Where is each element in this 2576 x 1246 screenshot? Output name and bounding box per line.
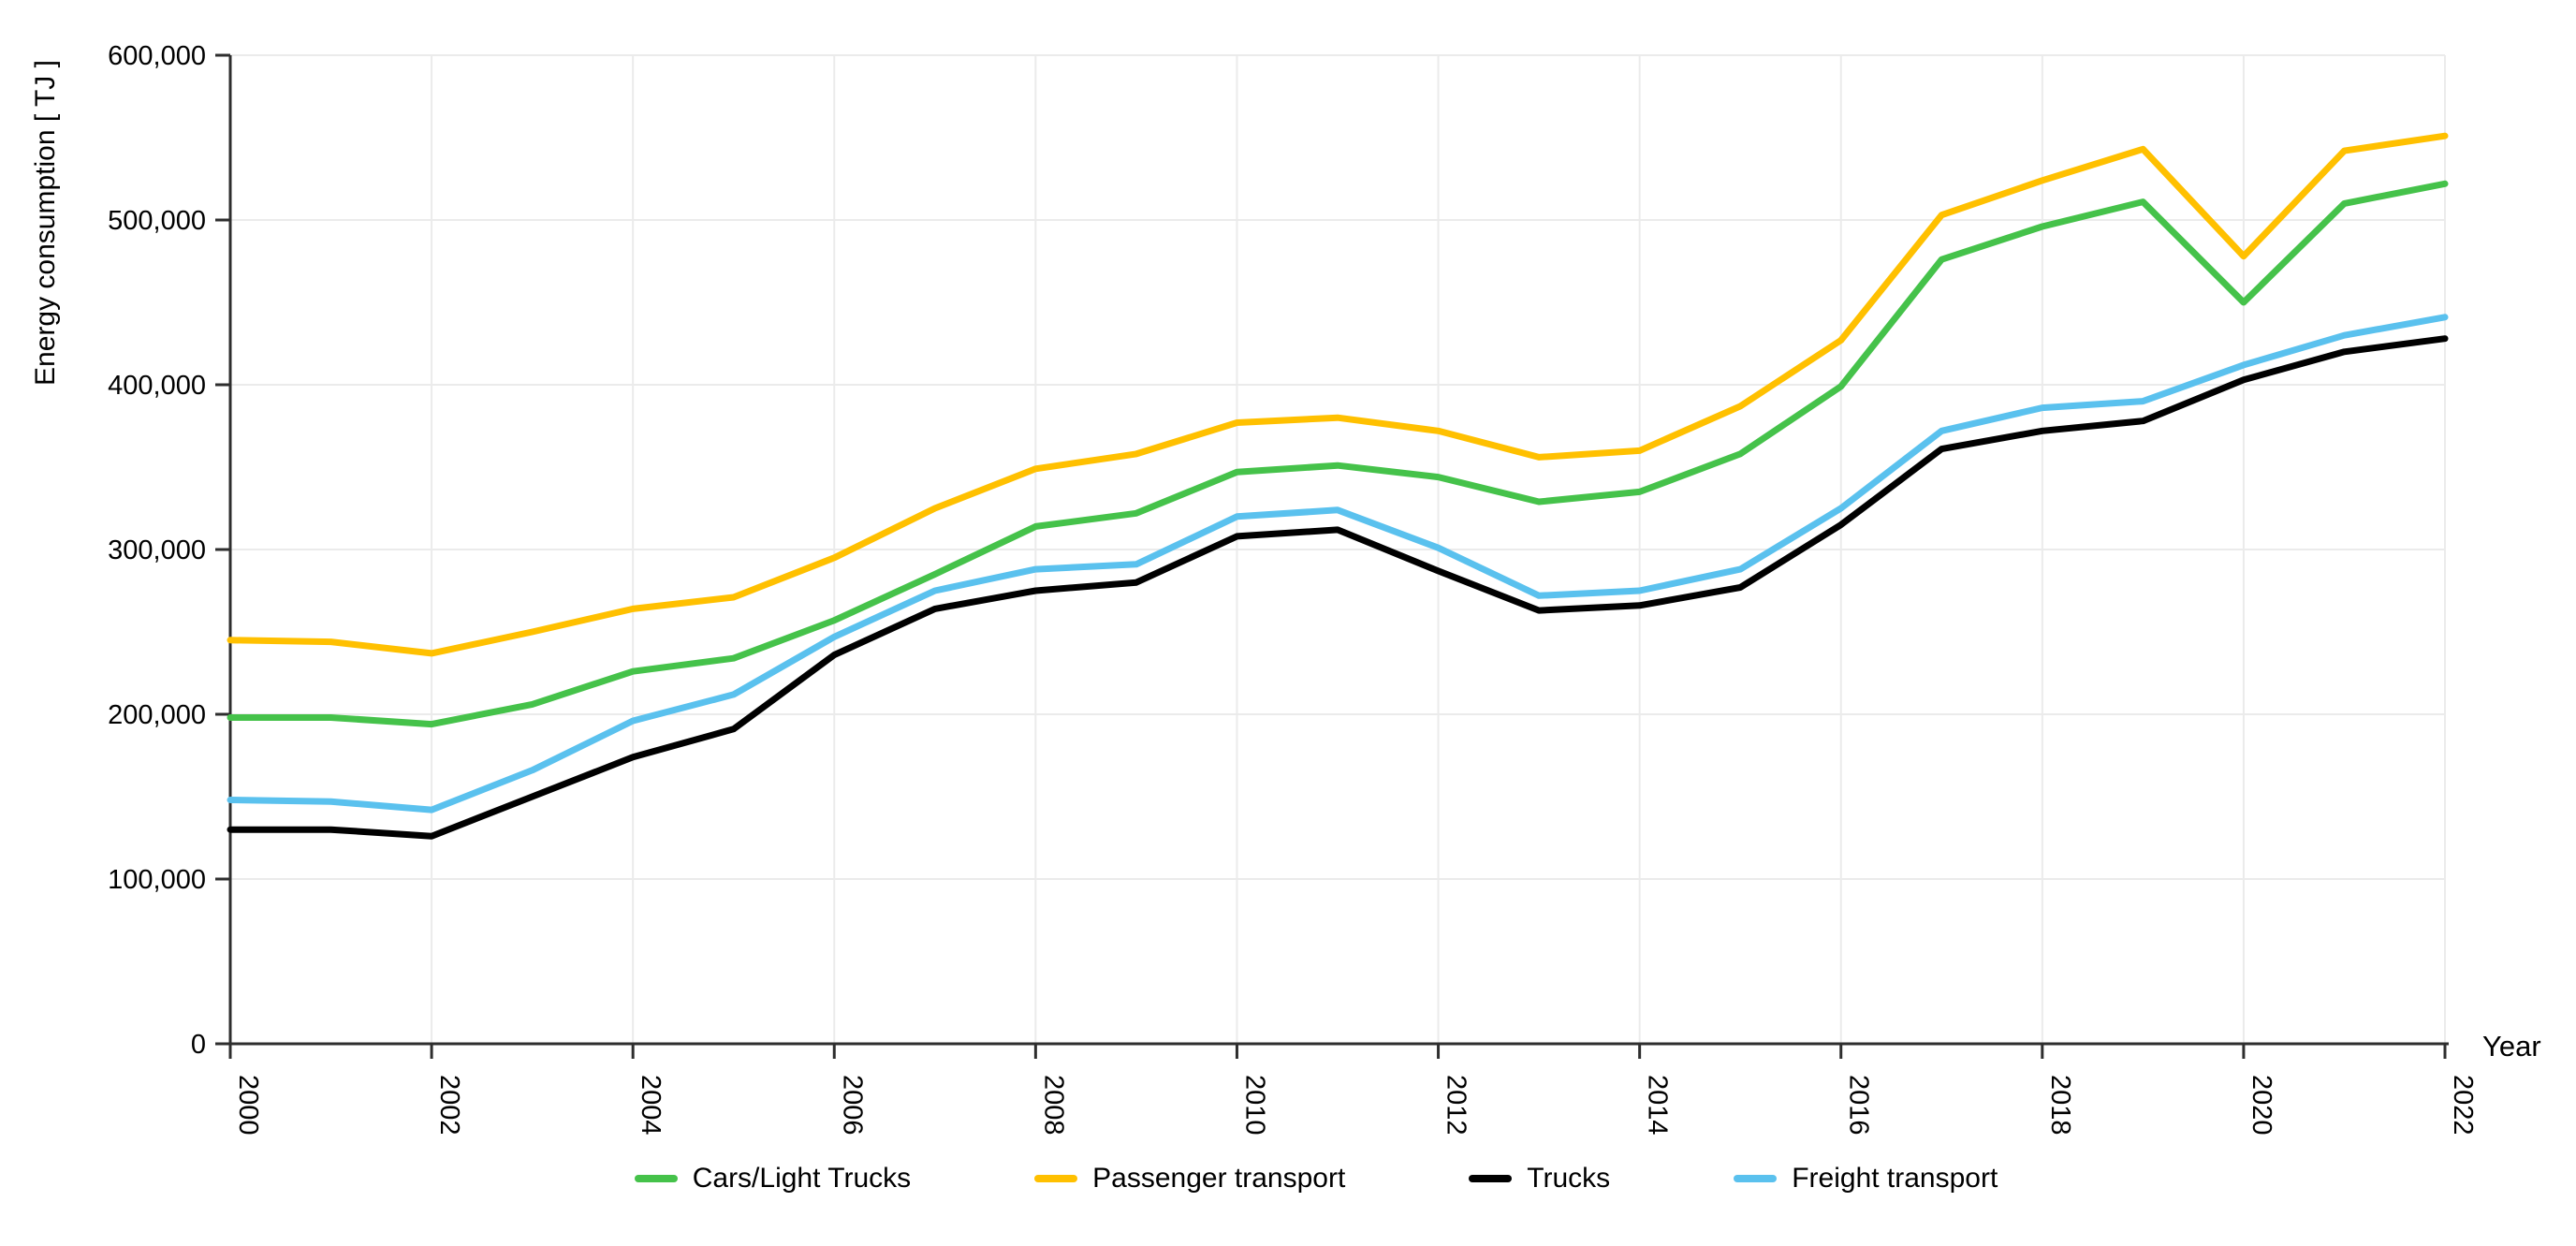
x-tick-label: 2018 [2045,1075,2075,1136]
y-tick-label: 300,000 [108,535,206,565]
legend-label: Passenger transport [1092,1163,1346,1194]
legend-label: Trucks [1527,1163,1611,1194]
x-axis-title: Year [2482,1030,2541,1063]
data-series-lines [227,132,2449,840]
legend-label: Cars/Light Trucks [692,1163,912,1194]
y-tick-label: 500,000 [108,206,206,236]
legend-item-freight-transport: Freight transport [1734,1163,1998,1195]
legend-item-passenger-transport: Passenger transport [1034,1163,1345,1195]
x-tick-labels: 2000 2002 2004 2006 2008 2010 2012 2014 2016 2018… [233,1075,2478,1136]
x-tick-label: 2022 [2448,1075,2478,1136]
series-line-cars-light-trucks [227,180,2449,728]
axis-ticks [215,53,2447,1059]
x-tick-label: 2004 [636,1075,666,1136]
series-line-passenger-transport [227,132,2449,657]
x-tick-label: 2020 [2247,1075,2276,1136]
y-tick-label: 600,000 [108,41,206,71]
x-tick-label: 2012 [1442,1075,1471,1136]
y-tick-label: 200,000 [108,700,206,730]
legend-item-trucks: Trucks [1469,1163,1610,1195]
gridlines [230,54,2446,1044]
y-tick-labels: 0 100,000 200,000 300,000 400,000 500,000 600,… [108,41,206,1060]
legend: Cars/Light Trucks Passenger transport Truc… [0,1163,2576,1195]
x-tick-label: 2002 [434,1075,464,1136]
legend-swatch-icon [1469,1175,1513,1182]
y-tick-label: 0 [191,1030,206,1060]
legend-swatch-icon [634,1175,678,1182]
series-line-freight-transport [227,314,2449,814]
x-tick-label: 2008 [1038,1075,1068,1136]
x-tick-label: 2000 [233,1075,263,1136]
x-tick-label: 2006 [837,1075,867,1136]
x-tick-label: 2010 [1239,1075,1269,1136]
y-tick-label: 400,000 [108,371,206,401]
series-line-trucks [227,335,2449,840]
x-tick-label: 2014 [1643,1075,1673,1136]
x-tick-label: 2016 [1844,1075,1874,1136]
legend-item-cars-light-trucks: Cars/Light Trucks [634,1163,912,1195]
legend-label: Freight transport [1792,1163,1998,1194]
y-tick-label: 100,000 [108,865,206,895]
y-axis-title: Energy consumption [ TJ ] [30,60,61,386]
legend-swatch-icon [1734,1175,1778,1182]
legend-swatch-icon [1034,1175,1078,1182]
